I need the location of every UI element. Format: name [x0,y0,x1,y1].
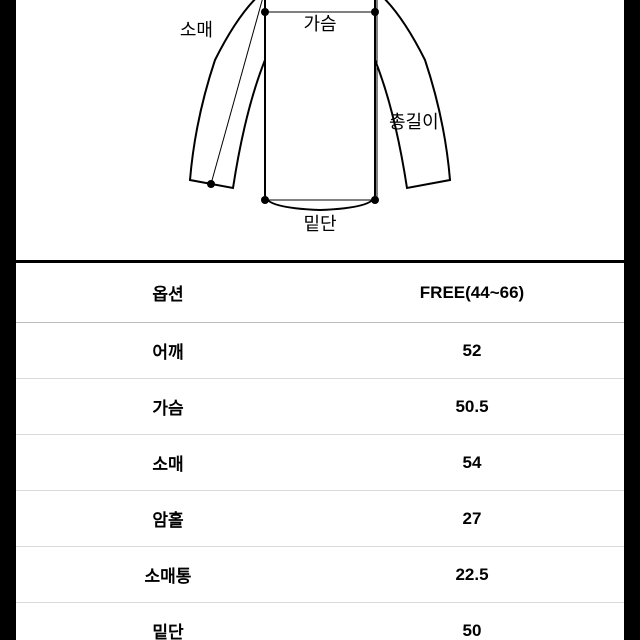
size-table: 옵션 FREE(44~66) 어깨 52 가슴 50.5 소매 54 암홀 27… [16,260,624,640]
label-total-length: 총길이 [389,112,439,132]
row-value: 52 [320,323,624,379]
header-label: 옵션 [16,262,320,323]
table-row: 어깨 52 [16,323,624,379]
table-row: 암홀 27 [16,491,624,547]
label-sleeve: 소매 [180,20,213,40]
garment-diagram-svg: 소매 가슴 총길이 밑단 [105,0,535,260]
table-row: 밑단 50 [16,603,624,640]
header-value: FREE(44~66) [320,262,624,323]
row-label: 밑단 [16,603,320,640]
table-row: 소매 54 [16,435,624,491]
row-value: 27 [320,491,624,547]
row-label: 가슴 [16,379,320,435]
table-header-row: 옵션 FREE(44~66) [16,262,624,323]
label-chest: 가슴 [303,14,336,34]
row-value: 50.5 [320,379,624,435]
page-container: 소매 가슴 총길이 밑단 옵션 FREE(44~66) 어깨 52 가슴 50.… [16,0,624,640]
row-value: 50 [320,603,624,640]
row-label: 소매통 [16,547,320,603]
label-hem: 밑단 [303,214,336,234]
row-label: 어깨 [16,323,320,379]
row-value: 54 [320,435,624,491]
row-value: 22.5 [320,547,624,603]
row-label: 소매 [16,435,320,491]
row-label: 암홀 [16,491,320,547]
table-row: 가슴 50.5 [16,379,624,435]
table-row: 소매통 22.5 [16,547,624,603]
size-diagram: 소매 가슴 총길이 밑단 [16,0,624,260]
